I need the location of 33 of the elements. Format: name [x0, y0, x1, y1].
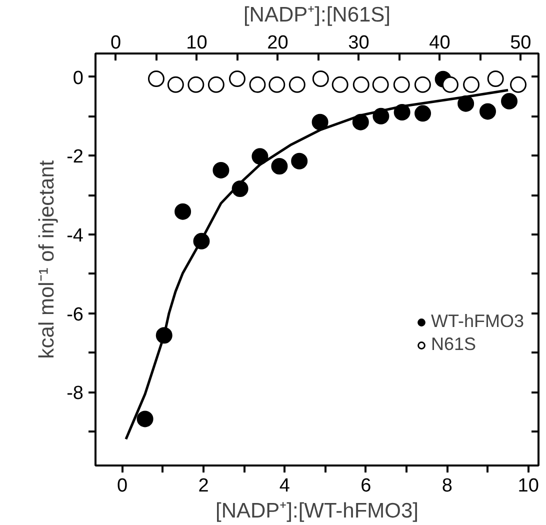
x2-axis-title: [NADP⁺]:[N61S] — [243, 4, 391, 26]
x-tick-label: 2 — [198, 476, 209, 496]
x-tick-label: 8 — [442, 476, 452, 496]
y-tick-label: 0 — [72, 68, 84, 89]
y-tick-label: -6 — [66, 304, 84, 326]
y-axis-title: kcal mol⁻¹ of injectant — [36, 160, 59, 359]
point — [312, 114, 328, 130]
point — [479, 103, 496, 120]
point — [252, 148, 268, 165]
point — [501, 92, 518, 110]
x-axis-title: [NADP⁺]:[WT-hFMO3] — [215, 500, 419, 522]
x2-tick-label: 30 — [348, 32, 370, 54]
x-tick-label: 4 — [279, 476, 290, 496]
legend-label: N61S — [431, 334, 476, 355]
x-tick-label: 10 — [518, 476, 539, 496]
x2-tick-label: 0 — [110, 32, 122, 54]
point — [458, 95, 474, 112]
legend-label: WT-hFMO3 — [431, 311, 524, 332]
x2-tick-label: 10 — [186, 32, 208, 54]
x2-tick-label: 20 — [267, 32, 288, 54]
point — [174, 203, 192, 220]
x2-tick-label: 50 — [510, 32, 532, 54]
y-tick-label: -4 — [66, 225, 84, 246]
point — [414, 105, 432, 122]
y-tick-label: -2 — [66, 146, 84, 168]
point — [136, 410, 154, 428]
x-tick-label: 6 — [360, 476, 372, 496]
y-tick-label: -8 — [66, 383, 84, 404]
x-tick-label: 0 — [117, 476, 128, 496]
point — [271, 158, 288, 174]
point — [291, 152, 308, 170]
point — [212, 162, 230, 178]
x2-tick-label: 40 — [429, 32, 450, 54]
